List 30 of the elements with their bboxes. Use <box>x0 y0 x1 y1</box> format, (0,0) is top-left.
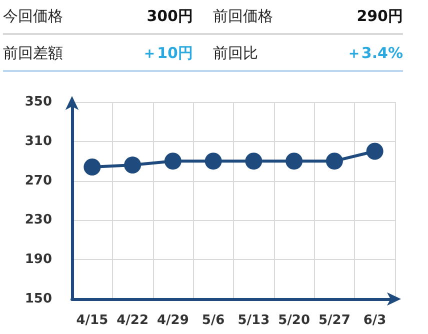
text: 今回価格 <box>3 7 64 26</box>
point <box>84 158 101 176</box>
x-tick-label: 4/22 <box>116 313 149 328</box>
y-tick-label: 270 <box>24 173 52 188</box>
x-tick-label: 5/6 <box>202 313 225 328</box>
y-tick-label: 190 <box>24 252 52 268</box>
point <box>204 152 222 170</box>
y-tick-label: 350 <box>24 94 52 110</box>
text: 290円 <box>356 7 403 26</box>
text: ＋10円 <box>141 44 193 63</box>
y-tick-label: 230 <box>24 212 52 228</box>
y-tick-label: 310 <box>24 134 52 149</box>
x-tick-label: 4/29 <box>156 313 189 328</box>
x-tick-label: 5/13 <box>238 313 270 328</box>
x-tick-label: 5/27 <box>318 313 350 328</box>
point <box>286 152 303 170</box>
x-tick-label: 6/3 <box>363 313 386 328</box>
point <box>164 152 182 170</box>
text: 前回価格 <box>212 7 274 26</box>
text: 前回比 <box>212 44 259 63</box>
point <box>326 152 343 170</box>
point <box>124 156 142 174</box>
text: 前回差額 <box>3 44 64 63</box>
text: ＋3.4% <box>345 44 403 63</box>
point <box>245 152 262 170</box>
x-tick-label: 4/15 <box>76 313 108 328</box>
point <box>366 142 384 160</box>
x-tick-label: 5/20 <box>278 313 310 328</box>
y-tick-label: 150 <box>24 292 52 306</box>
text: 300円 <box>146 7 193 26</box>
